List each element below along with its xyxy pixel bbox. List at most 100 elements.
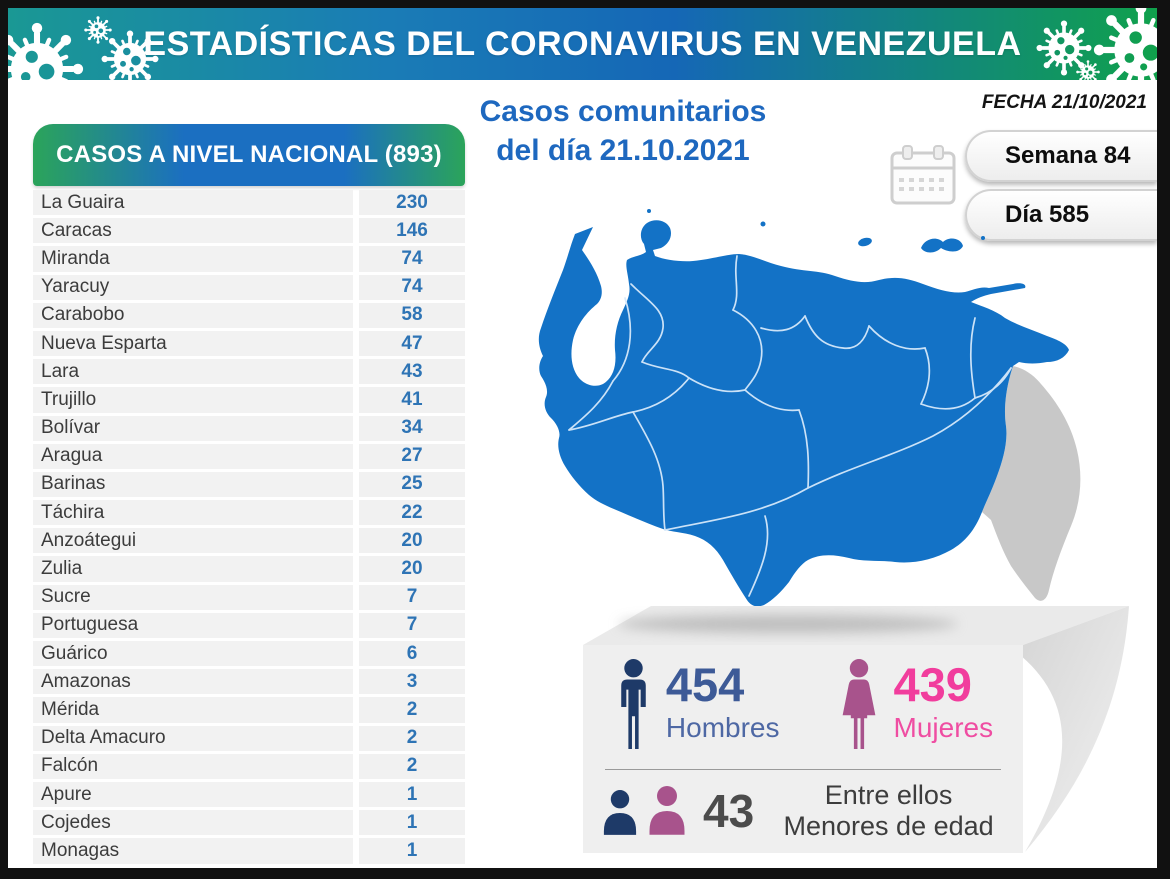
table-row: Apure 1 bbox=[33, 781, 465, 808]
infographic-canvas: ESTADÍSTICAS DEL CORONAVIRUS EN VENEZUEL… bbox=[8, 8, 1157, 868]
venezuela-mainland bbox=[538, 220, 1069, 607]
table-row: Lara 43 bbox=[33, 359, 465, 385]
table-row: Trujillo 41 bbox=[33, 387, 465, 413]
top-banner: ESTADÍSTICAS DEL CORONAVIRUS EN VENEZUEL… bbox=[8, 8, 1157, 80]
semana-badge: Semana 84 bbox=[965, 130, 1157, 182]
state-cases: 1 bbox=[359, 781, 465, 808]
state-cases: 6 bbox=[359, 641, 465, 667]
state-cases: 41 bbox=[359, 387, 465, 413]
table-row: Cojedes 1 bbox=[33, 810, 465, 836]
boy-bust-icon bbox=[601, 790, 639, 836]
state-cases: 2 bbox=[359, 753, 465, 779]
state-cases: 7 bbox=[359, 612, 465, 638]
table-row: Miranda 74 bbox=[33, 246, 465, 272]
state-name: Apure bbox=[33, 781, 353, 808]
state-name: Falcón bbox=[33, 753, 353, 779]
state-cases: 47 bbox=[359, 330, 465, 357]
table-row: Anzoátegui 20 bbox=[33, 528, 465, 554]
national-table-body: La Guaira 230 Caracas 146 Miranda 74 Yar… bbox=[33, 190, 465, 864]
state-name: Guárico bbox=[33, 641, 353, 667]
national-cases-table: CASOS A NIVEL NACIONAL (893) La Guaira 2… bbox=[33, 124, 465, 867]
table-row: Nueva Esparta 47 bbox=[33, 330, 465, 357]
state-name: Amazonas bbox=[33, 669, 353, 695]
state-cases: 34 bbox=[359, 415, 465, 441]
panel-divider bbox=[605, 769, 1001, 770]
table-row: Guárico 6 bbox=[33, 641, 465, 667]
state-cases: 22 bbox=[359, 500, 465, 526]
esequibo-region bbox=[982, 366, 1081, 601]
state-cases: 27 bbox=[359, 443, 465, 469]
state-name: Táchira bbox=[33, 500, 353, 526]
gender-row: 454 Hombres 439 Mujeres bbox=[583, 645, 1023, 763]
calendar-icon bbox=[890, 145, 956, 205]
state-name: Nueva Esparta bbox=[33, 330, 353, 357]
mujeres-group: 439 Mujeres bbox=[836, 658, 994, 763]
state-name: Bolívar bbox=[33, 415, 353, 441]
mujeres-count: 439 bbox=[893, 658, 972, 711]
virus-icon bbox=[8, 22, 84, 80]
state-name: Trujillo bbox=[33, 387, 353, 413]
woman-icon bbox=[836, 659, 882, 751]
venezuela-map bbox=[538, 209, 1081, 607]
table-row: Caracas 146 bbox=[33, 218, 465, 244]
table-row: Carabobo 58 bbox=[33, 302, 465, 328]
state-cases: 230 bbox=[359, 190, 465, 216]
state-name: Sucre bbox=[33, 584, 353, 610]
table-row: Delta Amacuro 2 bbox=[33, 725, 465, 751]
table-header: CASOS A NIVEL NACIONAL (893) bbox=[33, 124, 465, 186]
table-row: Monagas 1 bbox=[33, 838, 465, 864]
hombres-label: Hombres bbox=[665, 712, 780, 743]
state-cases: 1 bbox=[359, 838, 465, 864]
table-row: La Guaira 230 bbox=[33, 190, 465, 216]
table-row: Sucre 7 bbox=[33, 584, 465, 610]
state-name: Monagas bbox=[33, 838, 353, 864]
state-name: Barinas bbox=[33, 471, 353, 498]
state-borders bbox=[568, 255, 1012, 597]
islands bbox=[647, 209, 985, 253]
state-cases: 20 bbox=[359, 556, 465, 582]
dia-badge: Día 585 bbox=[965, 189, 1157, 241]
state-cases: 25 bbox=[359, 471, 465, 498]
state-cases: 1 bbox=[359, 810, 465, 836]
state-name: Aragua bbox=[33, 443, 353, 469]
table-row: Barinas 25 bbox=[33, 471, 465, 498]
panel-pedestal bbox=[583, 606, 1129, 852]
girl-bust-icon bbox=[647, 786, 687, 836]
mujeres-label: Mujeres bbox=[893, 712, 994, 743]
state-name: Lara bbox=[33, 359, 353, 385]
minors-count: 43 bbox=[703, 785, 755, 837]
page-title-line1: Casos comunitarios bbox=[479, 95, 767, 128]
page-title-line2: del día 21.10.2021 bbox=[496, 134, 750, 167]
state-name: Anzoátegui bbox=[33, 528, 353, 554]
virus-icon bbox=[101, 30, 159, 80]
table-row: Amazonas 3 bbox=[33, 669, 465, 695]
state-name: Zulia bbox=[33, 556, 353, 582]
hombres-group: 454 Hombres bbox=[613, 659, 780, 763]
table-row: Zulia 20 bbox=[33, 556, 465, 582]
state-cases: 74 bbox=[359, 246, 465, 272]
table-row: Bolívar 34 bbox=[33, 415, 465, 441]
fecha-label: FECHA 21/10/2021 bbox=[981, 92, 1147, 113]
state-cases: 43 bbox=[359, 359, 465, 385]
state-name: Miranda bbox=[33, 246, 353, 272]
banner-title: ESTADÍSTICAS DEL CORONAVIRUS EN VENEZUEL… bbox=[143, 24, 1022, 63]
state-name: Carabobo bbox=[33, 302, 353, 328]
table-row: Portuguesa 7 bbox=[33, 612, 465, 638]
state-cases: 146 bbox=[359, 218, 465, 244]
table-row: Aragua 27 bbox=[33, 443, 465, 469]
state-cases: 7 bbox=[359, 584, 465, 610]
state-cases: 3 bbox=[359, 669, 465, 695]
state-name: Cojedes bbox=[33, 810, 353, 836]
state-name: Yaracuy bbox=[33, 274, 353, 300]
state-cases: 20 bbox=[359, 528, 465, 554]
minors-label-line2: Menores de edad bbox=[783, 811, 994, 841]
state-cases: 58 bbox=[359, 302, 465, 328]
table-row: Falcón 2 bbox=[33, 753, 465, 779]
man-icon bbox=[613, 659, 654, 751]
state-name: La Guaira bbox=[33, 190, 353, 216]
state-name: Portuguesa bbox=[33, 612, 353, 638]
minors-label-line1: Entre ellos bbox=[824, 780, 953, 810]
minors-row: 43 Entre ellos Menores de edad bbox=[583, 770, 1023, 842]
demographics-panel: 454 Hombres 439 Mujeres 43 Entre ellos bbox=[583, 645, 1023, 853]
